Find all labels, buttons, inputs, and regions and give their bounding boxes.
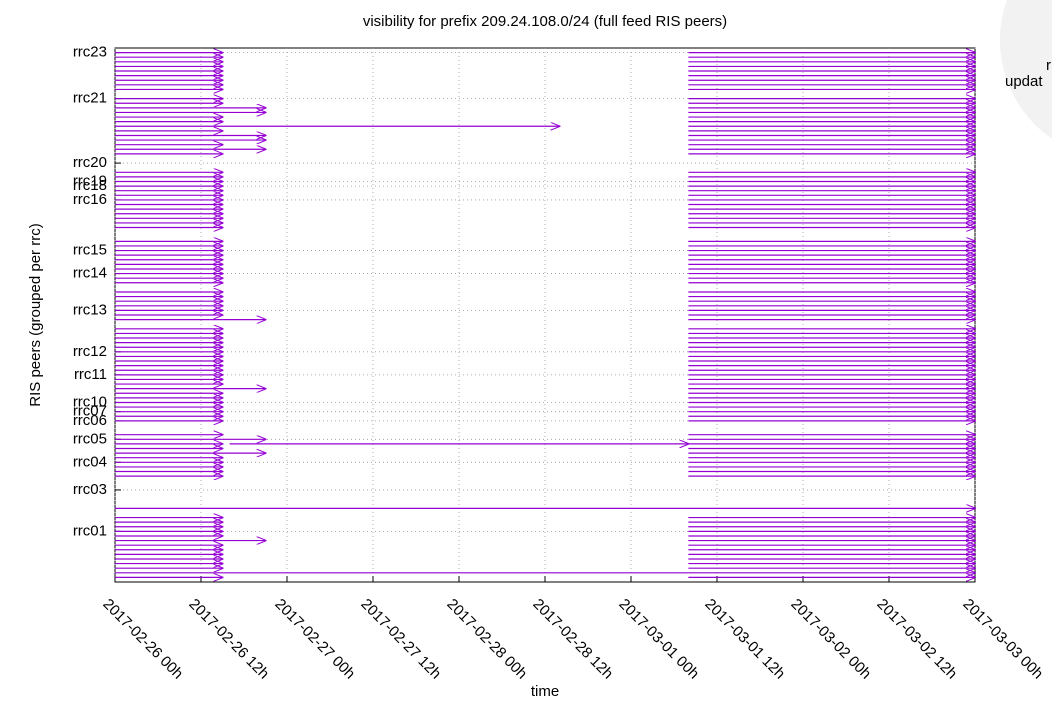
y-tick-label: rrc15 [73,242,107,259]
x-tick-label: 2017-03-02 12h [873,596,960,683]
x-tick-label: 2017-03-02 00h [787,596,874,683]
y-tick-label: rrc23 [73,44,107,61]
x-tick-label: 2017-02-27 00h [271,596,358,683]
x-tick-label: 2017-02-28 00h [443,596,530,683]
y-tick-label: rrc12 [73,343,107,360]
y-tick-label: rrc10 [73,393,107,410]
y-tick-label: rrc05 [73,430,107,447]
background-blob [1000,0,1052,139]
x-tick-label: 2017-03-03 00h [959,596,1046,683]
y-tick-label: rrc18 [73,177,107,194]
x-tick-label: 2017-02-28 12h [529,596,616,683]
y-tick-label: rrc04 [73,453,107,470]
y-tick-label: rrc11 [74,366,107,383]
y-tick-label: rrc14 [73,265,107,282]
annotation: updat [1005,73,1043,90]
x-tick-label: 2017-02-26 00h [99,596,186,683]
chart-title: visibility for prefix 209.24.108.0/24 (f… [363,13,727,30]
x-axis-label: time [531,683,559,700]
y-tick-label: rrc01 [73,522,107,539]
x-tick-label: 2017-02-26 12h [185,596,272,683]
y-tick-label: rrc03 [73,481,107,498]
y-tick-label: rrc20 [73,154,107,171]
y-tick-label: rrc19 [73,172,107,189]
x-tick-label: 2017-03-01 00h [615,596,702,683]
y-tick-label: rrc16 [73,191,107,208]
x-tick-label: 2017-03-01 12h [701,596,788,683]
y-tick-label: rrc07 [73,403,107,420]
annotation: r [1046,57,1051,74]
y-tick-label: rrc06 [73,412,107,429]
x-tick-label: 2017-02-27 12h [357,596,444,683]
y-tick-label: rrc13 [73,301,107,318]
y-axis-label: RIS peers (grouped per rrc) [27,223,44,406]
y-tick-label: rrc21 [73,90,107,107]
